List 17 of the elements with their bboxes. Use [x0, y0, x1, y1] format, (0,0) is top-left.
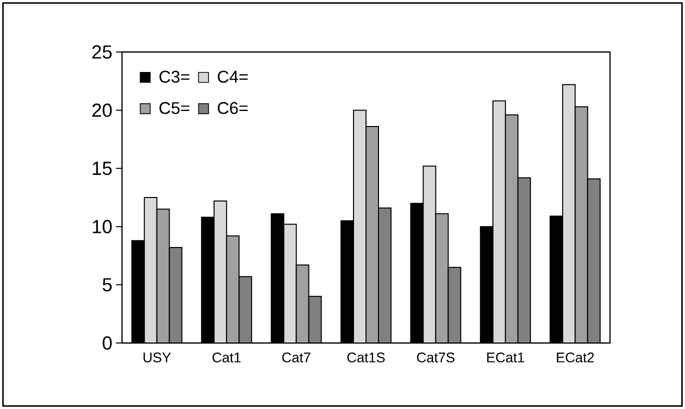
legend-label: C5=	[159, 102, 190, 114]
legend-label: C4=	[218, 70, 248, 83]
y-tick-label: 15	[92, 162, 112, 176]
legend-label: C6=	[218, 102, 248, 114]
x-tick-label: Cat7	[282, 352, 310, 362]
y-tick-label: 5	[102, 278, 112, 292]
x-tick-label: ECat2	[556, 352, 594, 362]
x-tick-label: USY	[144, 352, 171, 362]
x-tick-label: Cat1S	[347, 352, 385, 362]
legend-label: C3=	[159, 70, 190, 83]
y-tick-label: 10	[92, 220, 112, 234]
x-tick-label: Cat1	[212, 352, 241, 362]
y-tick-label: 0	[102, 336, 112, 350]
y-tick-label: 20	[92, 103, 112, 117]
y-tick-label: 25	[92, 45, 112, 59]
x-tick-label: Cat7S	[417, 352, 454, 362]
x-tick-label: ECat1	[487, 352, 524, 362]
